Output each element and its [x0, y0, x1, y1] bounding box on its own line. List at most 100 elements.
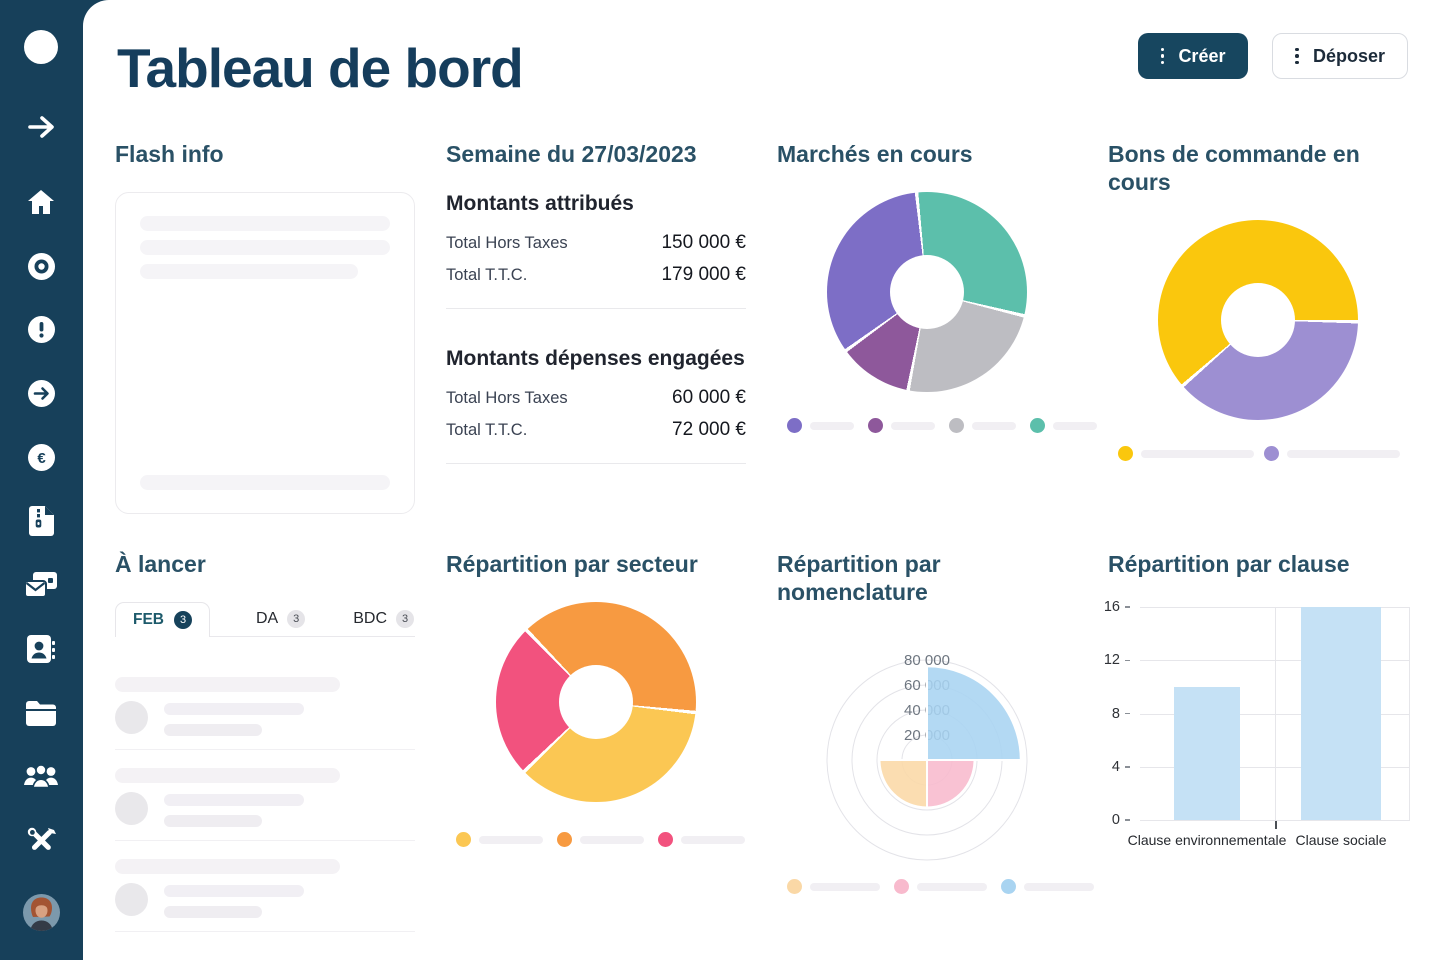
legend-dot	[787, 418, 802, 433]
amount-row: Total T.T.C. 179 000 €	[446, 264, 746, 286]
sidebar: €	[0, 0, 83, 960]
tools-icon[interactable]	[19, 819, 63, 863]
avatar-skeleton	[115, 701, 148, 734]
team-icon[interactable]	[19, 755, 63, 799]
bar-chart-plot	[1140, 607, 1410, 821]
contacts-icon[interactable]	[19, 627, 63, 671]
y-axis-label: 16	[1104, 599, 1130, 615]
skeleton-line	[164, 724, 262, 736]
skeleton-line	[164, 794, 304, 806]
y-axis-label: 4	[1112, 759, 1130, 775]
skeleton-line	[140, 240, 390, 255]
amounts-block: Montants attribués Total Hors Taxes 150 00…	[446, 192, 746, 309]
y-tick	[1125, 606, 1130, 608]
create-button-label: Créer	[1178, 45, 1226, 66]
profile-avatar[interactable]	[19, 890, 63, 934]
bar	[1301, 607, 1381, 820]
arrow-circle-icon[interactable]	[19, 371, 63, 415]
x-axis-tick	[1275, 820, 1277, 829]
deposit-button-label: Déposer	[1312, 45, 1385, 66]
page-title: Tableau de bord	[117, 37, 524, 99]
legend-dot	[1118, 446, 1133, 461]
euro-icon[interactable]: €	[19, 435, 63, 479]
legend-label-skeleton	[810, 421, 854, 430]
bons-section: Bons de commande en cours	[1108, 140, 1408, 550]
create-button[interactable]: Créer	[1137, 33, 1249, 79]
list-item	[115, 677, 415, 750]
clause-bar-chart: 0 4 8 12 16 Clause environnementale Clause soc…	[1104, 599, 1410, 848]
tab-count-badge: 3	[396, 610, 415, 628]
tab-bdc[interactable]: BDC 3	[353, 610, 415, 636]
y-tick	[1125, 659, 1130, 661]
svg-text:€: €	[37, 450, 46, 467]
amount-value: 150 000 €	[661, 232, 746, 253]
y-tick	[1125, 766, 1130, 768]
secteur-title: Répartition par secteur	[446, 551, 698, 577]
x-axis-label: Clause environnementale	[1127, 832, 1287, 848]
marches-section: Marchés en cours	[777, 140, 1097, 550]
legend-item	[1264, 446, 1400, 461]
row-divider	[115, 931, 415, 932]
nomenclature-legend	[777, 879, 1094, 894]
clause-section: Répartition par clause 0 4 8 12 16 Clause env…	[1104, 550, 1410, 960]
home-icon[interactable]	[19, 180, 63, 224]
legend-dot	[557, 832, 572, 847]
tab-label: FEB	[133, 611, 164, 628]
amount-value: 60 000 €	[672, 387, 746, 408]
tab-feb[interactable]: FEB 3	[115, 602, 210, 638]
legend-item	[787, 418, 854, 433]
legend-dot	[658, 832, 673, 847]
week-section: Semaine du 27/03/2023 Montants attribués…	[446, 140, 746, 550]
y-axis-label: 12	[1104, 652, 1130, 668]
nomenclature-section: Répartition par nomenclature 20 00040 00…	[777, 550, 1094, 960]
legend-label-skeleton	[810, 882, 880, 891]
page-header: Tableau de bord Créer Déposer	[83, 0, 1440, 100]
record-icon[interactable]	[19, 244, 63, 288]
legend-label-skeleton	[1287, 449, 1400, 458]
amount-label: Total Hors Taxes	[446, 389, 568, 407]
flash-info-section: Flash info	[115, 140, 415, 550]
tab-da[interactable]: DA 3	[256, 610, 306, 636]
y-axis-label: 8	[1112, 706, 1130, 722]
svg-text:80 000: 80 000	[904, 652, 950, 669]
bons-donut-chart	[1158, 220, 1358, 420]
amounts-block: Montants dépenses engagées Total Hors Tax…	[446, 347, 746, 464]
mail-stack-icon[interactable]	[19, 564, 63, 608]
legend-item	[894, 879, 987, 894]
skeleton-line	[140, 475, 390, 490]
bons-title: Bons de commande en cours	[1108, 141, 1360, 195]
week-title: Semaine du 27/03/2023	[446, 141, 697, 167]
gridline	[1275, 607, 1276, 820]
legend-dot	[1001, 879, 1016, 894]
amounts-subtitle: Montants dépenses engagées	[446, 347, 745, 370]
main-content: Tableau de bord Créer Déposer Flash info…	[83, 0, 1440, 960]
deposit-button[interactable]: Déposer	[1272, 33, 1408, 79]
tab-label: BDC	[353, 610, 388, 627]
avatar-skeleton	[115, 792, 148, 825]
legend-label-skeleton	[479, 835, 543, 844]
marches-legend	[777, 418, 1097, 433]
row-divider	[115, 749, 415, 750]
marches-donut-chart	[827, 192, 1027, 392]
secteur-legend	[446, 832, 746, 847]
list-item	[115, 859, 415, 932]
legend-dot	[868, 418, 883, 433]
legend-dot	[787, 879, 802, 894]
section-divider	[446, 463, 746, 464]
bons-legend	[1108, 446, 1408, 461]
zip-file-icon[interactable]	[19, 499, 63, 543]
amount-row: Total Hors Taxes 60 000 €	[446, 387, 746, 409]
amount-label: Total T.T.C.	[446, 421, 528, 439]
legend-label-skeleton	[1024, 882, 1094, 891]
clause-title: Répartition par clause	[1108, 551, 1350, 577]
legend-label-skeleton	[891, 421, 935, 430]
secteur-section: Répartition par secteur	[446, 550, 746, 960]
skeleton-line	[164, 906, 262, 918]
amount-value: 72 000 €	[672, 419, 746, 440]
alert-icon[interactable]	[19, 307, 63, 351]
amount-row: Total T.T.C. 72 000 €	[446, 419, 746, 441]
legend-label-skeleton	[681, 835, 745, 844]
folder-icon[interactable]	[19, 691, 63, 735]
tab-count-badge: 3	[174, 611, 192, 629]
collapse-arrow-icon[interactable]	[19, 105, 63, 149]
